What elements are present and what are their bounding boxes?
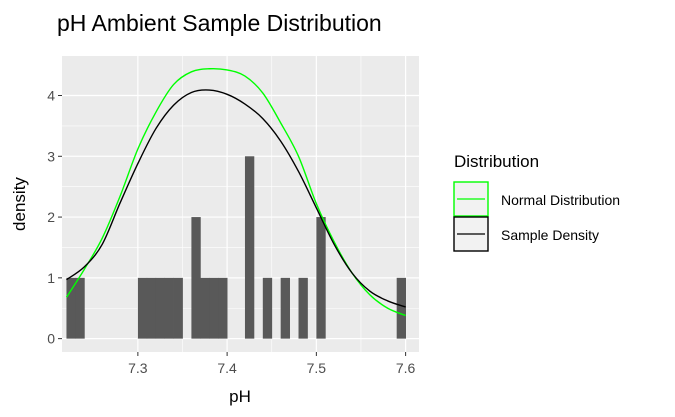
histogram-bar-7-5 [316, 217, 326, 339]
histogram-bar-7-3 [137, 277, 148, 339]
histogram-bar-7-23 [75, 277, 85, 339]
histogram-bar-7-34 [173, 277, 183, 339]
legend-item-normal-distribution: Normal Distribution [453, 181, 620, 217]
x-axis-label: pH [229, 387, 251, 406]
legend-title: Distribution [454, 152, 539, 171]
x-tick-label-7-6: 7.6 [396, 360, 416, 376]
legend-label-sample-density: Sample Density [501, 227, 599, 243]
histogram-bar-7-59 [396, 277, 407, 339]
x-tick-label-7-4: 7.4 [217, 360, 237, 376]
histogram-bar-7-33 [164, 277, 174, 339]
histogram-bar-7-46 [280, 277, 290, 339]
histogram-bar-7-48 [298, 277, 308, 339]
y-tick-label-0: 0 [47, 331, 55, 347]
histogram-bar-7-36 [191, 217, 201, 339]
x-axis-ticks: 7.3 7.4 7.5 7.6 [128, 352, 416, 376]
legend-label-normal-distribution: Normal Distribution [501, 192, 620, 208]
histogram-bar-7-22 [66, 277, 76, 339]
histogram-bar-7-37 [200, 277, 210, 339]
chart-title: pH Ambient Sample Distribution [57, 10, 382, 36]
curve-sample-density [66, 89, 406, 308]
y-axis-ticks: 0 1 2 3 4 [47, 88, 62, 347]
y-axis-label: density [10, 177, 29, 231]
density-curves [65, 67, 406, 317]
histogram-bar-7-31 [146, 277, 157, 339]
y-tick-label-2: 2 [47, 209, 55, 225]
x-tick-label-7-3: 7.3 [128, 360, 148, 376]
histogram-bar-7-39 [218, 277, 228, 339]
y-tick-label-1: 1 [47, 270, 55, 286]
legend-item-sample-density: Sample Density [453, 216, 599, 252]
y-tick-label-4: 4 [47, 88, 55, 104]
x-tick-label-7-5: 7.5 [307, 360, 327, 376]
legend: Distribution Normal Distribution Sample … [453, 152, 620, 252]
histogram-bar-7-42 [244, 156, 255, 339]
histogram-bar-7-44 [262, 277, 273, 339]
y-tick-label-3: 3 [47, 148, 55, 164]
histogram-bar-7-38 [209, 277, 219, 339]
histogram-bar-7-32 [155, 277, 166, 339]
plot-panel [62, 56, 419, 352]
histogram-bars [66, 156, 407, 339]
